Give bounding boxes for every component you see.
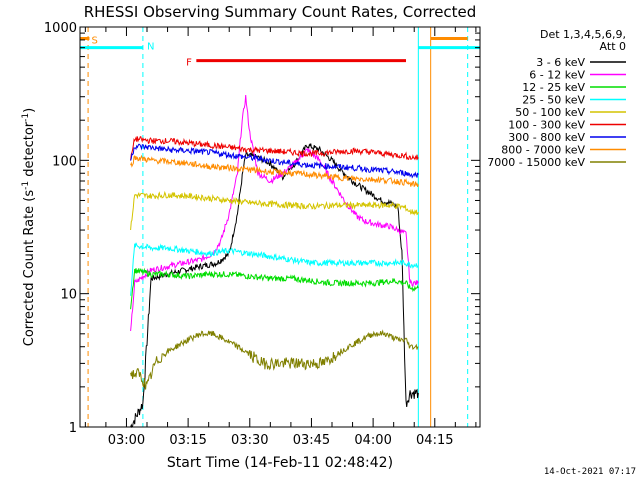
- x-axis-label: Start Time (14-Feb-11 02:48:42): [167, 455, 393, 471]
- y-axis-label: Corrected Count Rate (s-1 detector-1): [21, 108, 37, 346]
- legend-label-100-300-kev: 100 - 300 keV: [508, 119, 585, 132]
- series-line-12-25-kev: [130, 267, 419, 310]
- y-tick-label-3: 1000: [44, 21, 77, 36]
- chart-title: RHESSI Observing Summary Count Rates, Co…: [84, 3, 477, 21]
- flag-label-n: N: [147, 42, 154, 53]
- y-axis-label-end: ): [22, 108, 37, 113]
- x-tick-label-2: 03:30: [231, 433, 268, 448]
- x-tick-label-0: 03:00: [108, 433, 145, 448]
- series-line-100-300-kev: [130, 135, 419, 161]
- series-line-300-800-kev: [130, 143, 419, 179]
- y-tick-label-2: 100: [52, 154, 77, 169]
- series-line-6-12-kev: [130, 94, 419, 332]
- series-line-25-50-kev: [130, 242, 419, 296]
- series-line-50-100-kev: [130, 190, 419, 231]
- plot-marks: S N F: [80, 27, 480, 429]
- series-line-7000-15000-kev: [130, 329, 419, 390]
- y-tick-label-0: 1: [69, 421, 77, 436]
- legend-label-50-100-kev: 50 - 100 keV: [515, 106, 585, 119]
- flag-label-s: S: [92, 35, 98, 46]
- y-tick-label-1: 10: [60, 288, 77, 303]
- legend-label-7000-15000-kev: 7000 - 15000 keV: [487, 156, 585, 169]
- legend-label-6-12-kev: 6 - 12 keV: [529, 69, 585, 82]
- y-axis-label-sup1: -1: [21, 181, 31, 190]
- x-tick-label-5: 04:15: [416, 433, 453, 448]
- legend-header-attenuator: Att 0: [600, 40, 626, 53]
- legend-header-detectors: Det 1,3,4,5,6,9,: [540, 28, 626, 41]
- x-tick-label-4: 04:00: [354, 433, 391, 448]
- flag-label-f: F: [186, 58, 192, 69]
- legend-label-3-6-kev: 3 - 6 keV: [536, 56, 585, 69]
- legend-label-800-7000-kev: 800 - 7000 keV: [501, 144, 585, 157]
- y-axis-label-main: Corrected Count Rate (s: [22, 190, 37, 347]
- y-axis-label-mid: detector: [22, 121, 37, 181]
- plot-frame: [79, 26, 481, 428]
- legend-label-300-800-kev: 300 - 800 keV: [508, 131, 585, 144]
- legend-label-12-25-kev: 12 - 25 keV: [522, 81, 585, 94]
- series-line-800-7000-kev: [130, 154, 419, 188]
- legend-label-25-50-kev: 25 - 50 keV: [522, 94, 585, 107]
- x-tick-label-1: 03:15: [169, 433, 206, 448]
- y-axis-label-sup2: -1: [21, 113, 31, 122]
- footer-date: 14-Oct-2021 07:17: [544, 467, 636, 477]
- x-tick-label-3: 03:45: [293, 433, 330, 448]
- axes: 1 10 100 1000 03:00 03:15 03:30 03:45 04:00 04:15: [44, 21, 480, 448]
